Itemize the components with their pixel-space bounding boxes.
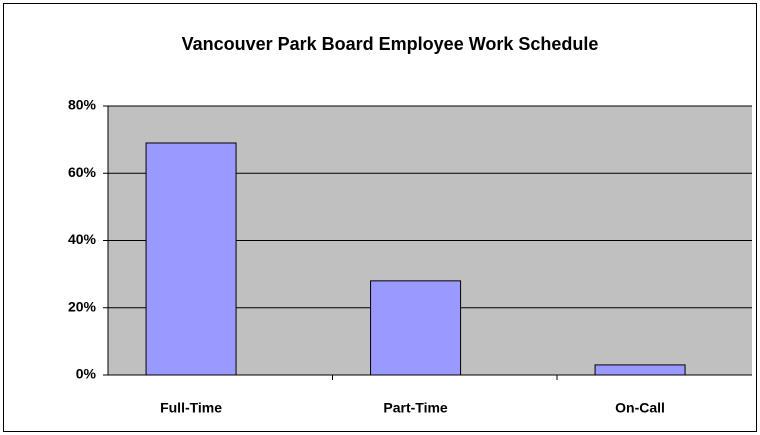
y-tick-label: 20% — [68, 298, 97, 314]
y-tick-label: 80% — [68, 97, 97, 113]
y-tick-label: 0% — [76, 366, 97, 382]
y-tick-label: 40% — [68, 231, 97, 247]
y-tick-label: 60% — [68, 164, 97, 180]
x-tick-label: On-Call — [615, 400, 665, 416]
bar — [145, 142, 237, 376]
chart-title: Vancouver Park Board Employee Work Sched… — [182, 34, 599, 54]
bar — [594, 364, 686, 376]
bar — [370, 280, 462, 376]
x-tick-label: Full-Time — [160, 400, 222, 416]
x-tick-label: Part-Time — [383, 400, 448, 416]
